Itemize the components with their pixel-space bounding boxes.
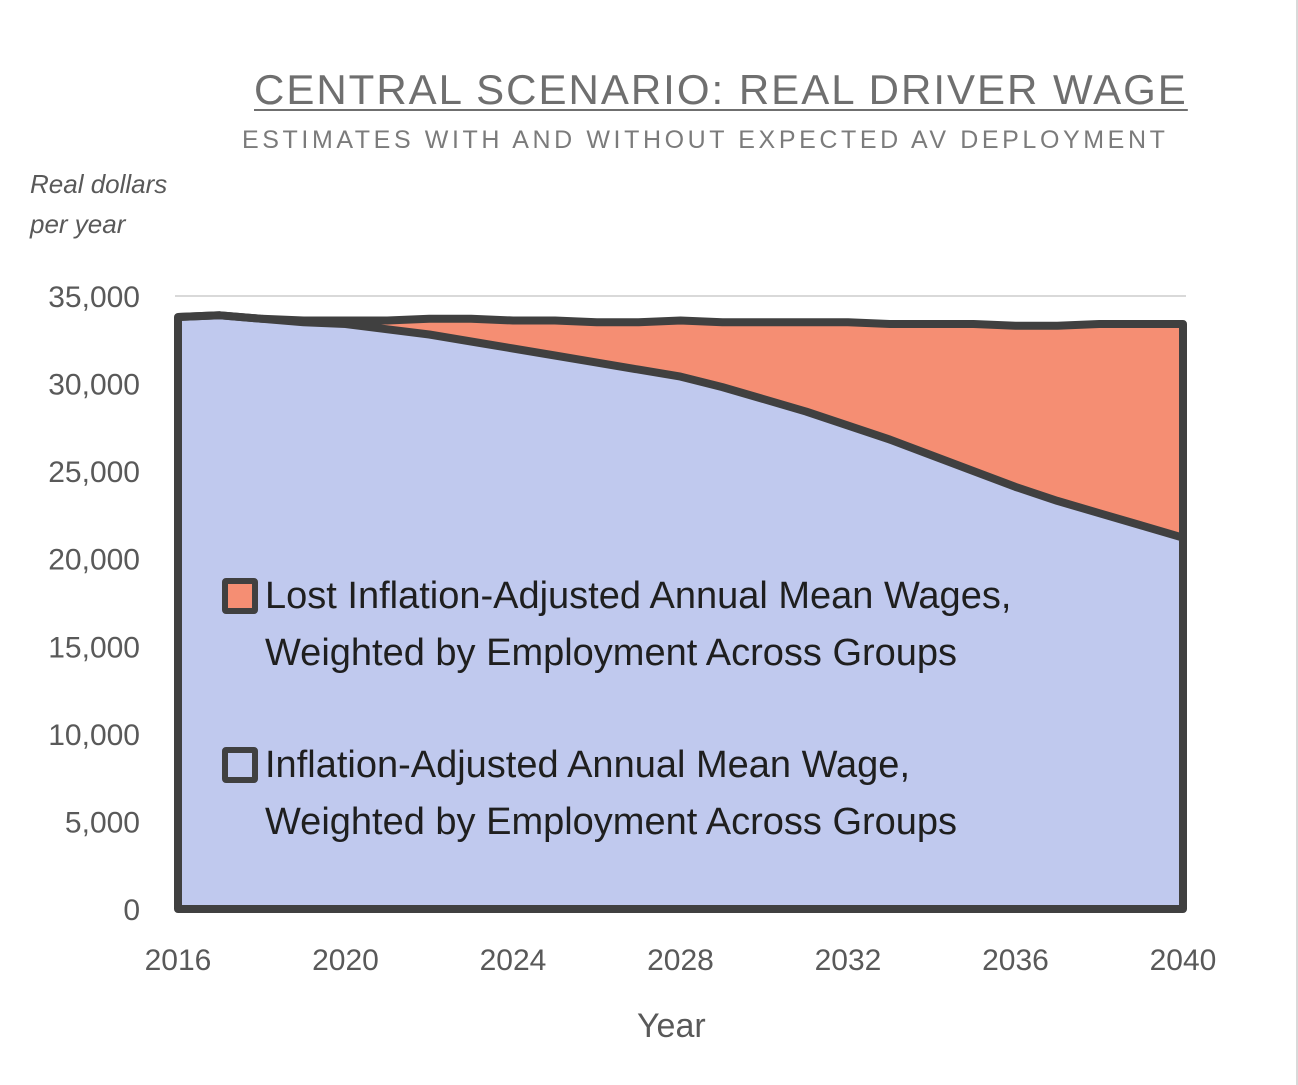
x-tick-label: 2036 [982,944,1049,977]
x-tick-label: 2040 [1150,944,1217,977]
x-tick-label: 2016 [145,944,212,977]
panel-right-border [1296,0,1298,1085]
chart-title: CENTRAL SCENARIO: REAL DRIVER WAGE [254,66,1188,113]
wage-area [178,315,1183,909]
legend-label-lost-line-2: Weighted by Employment Across Groups [265,632,958,674]
y-tick-label: 0 [123,894,140,927]
x-tick-label: 2024 [480,944,547,977]
legend-label-wage-line-2: Weighted by Employment Across Groups [265,801,958,843]
lost-wages-area [178,315,1183,538]
x-tick-label: 2020 [312,944,379,977]
plot-areas [174,311,1187,913]
y-unit-line-1: Real dollars [30,169,168,199]
y-tick-label: 25,000 [48,456,140,489]
y-axis-unit-label: Real dollars per year [30,164,167,244]
area-chart: 0 5,000 10,000 15,000 20,000 25,000 30,000 35,0… [48,281,1217,977]
y-unit-line-2: per year [30,209,126,239]
x-axis-ticks: 2016 2020 2024 2028 2032 2036 2040 [145,944,1217,977]
y-tick-label: 15,000 [48,631,140,664]
x-tick-label: 2028 [647,944,714,977]
legend-label-wage-line-1: Inflation-Adjusted Annual Mean Wage, [265,744,910,786]
y-tick-label: 10,000 [48,719,140,752]
x-tick-label: 2032 [815,944,882,977]
x-axis-title: Year [637,1007,706,1045]
legend-swatch-wage [222,747,258,783]
y-axis-ticks: 0 5,000 10,000 15,000 20,000 25,000 30,000 35,0… [48,281,140,927]
lost-area-outline [177,311,1187,538]
y-tick-label: 20,000 [48,544,140,577]
legend-item-wage: Inflation-Adjusted Annual Mean Wage, Wei… [222,737,957,851]
chart-subtitle: ESTIMATES WITH AND WITHOUT EXPECTED AV D… [242,126,1169,154]
legend-swatch-lost [222,578,258,614]
y-tick-label: 35,000 [48,281,140,314]
y-tick-label: 30,000 [48,369,140,402]
legend-item-lost-wages: Lost Inflation-Adjusted Annual Mean Wage… [222,568,1011,682]
y-tick-label: 5,000 [65,806,140,839]
legend-label-lost-line-1: Lost Inflation-Adjusted Annual Mean Wage… [265,575,1012,617]
